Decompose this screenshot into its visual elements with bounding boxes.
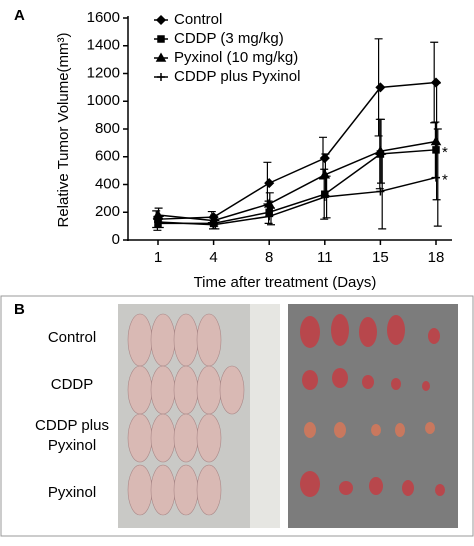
x-tick-label: 8 bbox=[265, 249, 273, 266]
marker bbox=[320, 192, 329, 201]
mice bbox=[127, 313, 245, 516]
legend-marker bbox=[157, 73, 165, 81]
tumors bbox=[300, 314, 445, 497]
x-axis-label: Time after treatment (Days) bbox=[194, 274, 377, 291]
marker bbox=[209, 220, 218, 229]
group-label: Control bbox=[48, 329, 96, 346]
panel-label: A bbox=[14, 7, 25, 24]
y-tick-label: 0 bbox=[112, 231, 120, 248]
y-tick-label: 1600 bbox=[87, 9, 120, 26]
legend-marker bbox=[155, 14, 167, 26]
x-tick-label: 4 bbox=[209, 249, 217, 266]
legend-label: CDDP plus Pyxinol bbox=[174, 68, 300, 85]
marker bbox=[376, 187, 385, 196]
legend-marker bbox=[157, 35, 165, 43]
series-line bbox=[158, 149, 437, 225]
panel-frame bbox=[0, 295, 474, 537]
legend-label: Pyxinol (10 mg/kg) bbox=[174, 49, 298, 66]
marker bbox=[375, 145, 386, 155]
marker bbox=[265, 212, 274, 221]
group-label: Pyxinol bbox=[48, 437, 96, 454]
legend-label: CDDP (3 mg/kg) bbox=[174, 30, 284, 47]
marker bbox=[263, 198, 275, 208]
marker bbox=[430, 135, 442, 146]
y-tick-label: 800 bbox=[95, 120, 120, 137]
y-tick-label: 1200 bbox=[87, 64, 120, 81]
y-tick-label: 1400 bbox=[87, 37, 120, 54]
y-tick-label: 200 bbox=[95, 203, 120, 220]
marker bbox=[432, 173, 440, 182]
series-line bbox=[157, 140, 437, 222]
series-line bbox=[157, 176, 437, 226]
x-tick-label: 18 bbox=[428, 249, 445, 266]
series-line bbox=[157, 81, 437, 220]
marker bbox=[154, 217, 162, 226]
y-tick-label: 400 bbox=[95, 175, 120, 192]
x-tick-label: 11 bbox=[317, 249, 333, 266]
y-axis-label: Relative Tumor Volume(mm³) bbox=[55, 32, 72, 227]
group-label: Pyxinol bbox=[48, 484, 96, 501]
group-label: CDDP bbox=[51, 376, 94, 393]
group-label: CDDP plus bbox=[35, 417, 109, 434]
annotation: * bbox=[442, 172, 448, 189]
x-tick-label: 1 bbox=[154, 249, 162, 266]
panel-label: B bbox=[14, 301, 25, 318]
legend-marker bbox=[155, 52, 167, 62]
legend-label: Control bbox=[174, 11, 222, 28]
marker bbox=[264, 178, 275, 189]
y-tick-label: 1000 bbox=[87, 92, 120, 109]
y-tick-label: 600 bbox=[95, 148, 120, 165]
x-tick-label: 15 bbox=[372, 249, 389, 266]
annotation: * bbox=[442, 144, 448, 161]
marker bbox=[375, 82, 386, 93]
photo-background bbox=[250, 304, 280, 528]
plot: 0 200 400 600 800 1000 1200 1400 1600 1 4 8 11 15 18 * *… bbox=[87, 9, 448, 266]
